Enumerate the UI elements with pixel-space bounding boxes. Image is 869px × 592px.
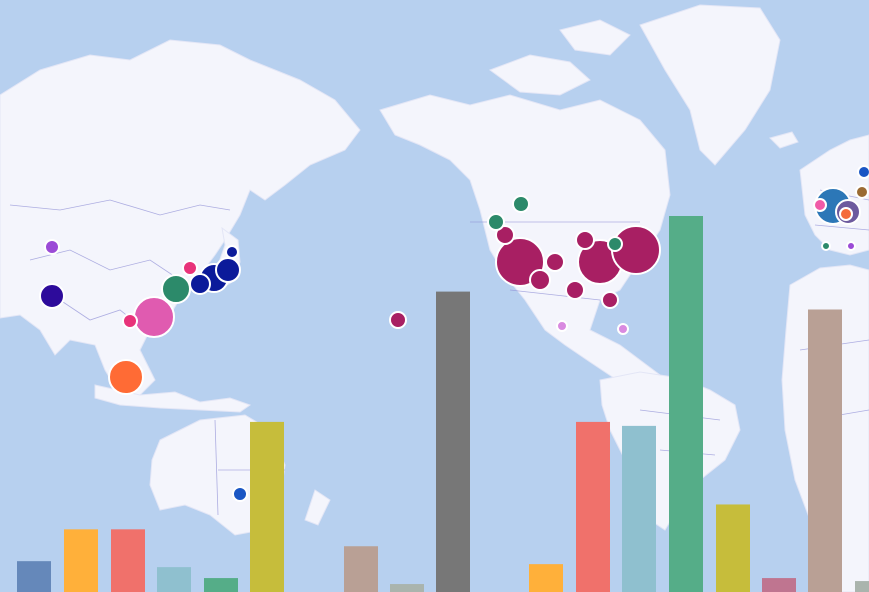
marker-north-america[interactable]: [617, 323, 629, 335]
bar-3[interactable]: [111, 529, 145, 592]
marker-europe[interactable]: [855, 185, 869, 199]
marker-east-asia[interactable]: [161, 274, 191, 304]
land-arctic-islands: [488, 19, 631, 96]
marker-north-america[interactable]: [607, 236, 623, 252]
marker-east-asia[interactable]: [182, 260, 198, 276]
land-greenland: [639, 4, 781, 166]
bar-6[interactable]: [250, 421, 284, 592]
bar-8[interactable]: [390, 584, 424, 592]
marker-south-asia[interactable]: [39, 283, 65, 309]
border-us-mexico: [509, 289, 601, 301]
marker-north-america[interactable]: [556, 320, 568, 332]
marker-southeast-asia[interactable]: [108, 359, 144, 395]
land-asia: [0, 39, 361, 401]
marker-east-asia[interactable]: [189, 273, 211, 295]
marker-central-asia[interactable]: [44, 239, 60, 255]
marker-north-america[interactable]: [545, 252, 565, 272]
border-asia-1: [9, 199, 231, 216]
marker-north-america[interactable]: [495, 225, 515, 245]
bar-series[interactable]: [17, 215, 869, 592]
bar-11[interactable]: [576, 421, 610, 592]
land-indonesia: [94, 384, 252, 413]
marker-north-america[interactable]: [512, 195, 530, 213]
land-new-zealand: [304, 489, 331, 526]
bar-1[interactable]: [17, 561, 51, 592]
marker-north-america[interactable]: [601, 291, 619, 309]
marker-europe[interactable]: [846, 241, 856, 251]
marker-east-asia[interactable]: [122, 313, 138, 329]
marker-east-asia[interactable]: [133, 296, 175, 338]
marker-north-america[interactable]: [575, 230, 595, 250]
marker-pacific[interactable]: [389, 311, 407, 329]
bar-15[interactable]: [762, 578, 796, 592]
marker-europe[interactable]: [813, 198, 827, 212]
location-markers[interactable]: [39, 165, 869, 502]
bar-9[interactable]: [436, 291, 470, 592]
marker-europe[interactable]: [857, 165, 869, 179]
bar-12[interactable]: [622, 425, 656, 592]
marker-east-asia[interactable]: [225, 245, 239, 259]
marker-north-america[interactable]: [529, 269, 551, 291]
bar-14[interactable]: [716, 504, 750, 592]
marker-north-america[interactable]: [487, 213, 505, 231]
bar-13[interactable]: [669, 215, 703, 592]
bar-5[interactable]: [204, 578, 238, 592]
bar-2[interactable]: [64, 529, 98, 592]
marker-east-asia[interactable]: [215, 257, 241, 283]
marker-europe[interactable]: [821, 241, 831, 251]
marker-australia[interactable]: [232, 486, 248, 502]
marker-europe[interactable]: [839, 207, 853, 221]
bar-7[interactable]: [344, 546, 378, 592]
bar-4[interactable]: [157, 567, 191, 592]
bar-17[interactable]: [855, 581, 869, 592]
land-iceland: [769, 131, 799, 149]
marker-north-america[interactable]: [565, 280, 585, 300]
bar-16[interactable]: [808, 309, 842, 592]
bar-10[interactable]: [529, 564, 563, 592]
